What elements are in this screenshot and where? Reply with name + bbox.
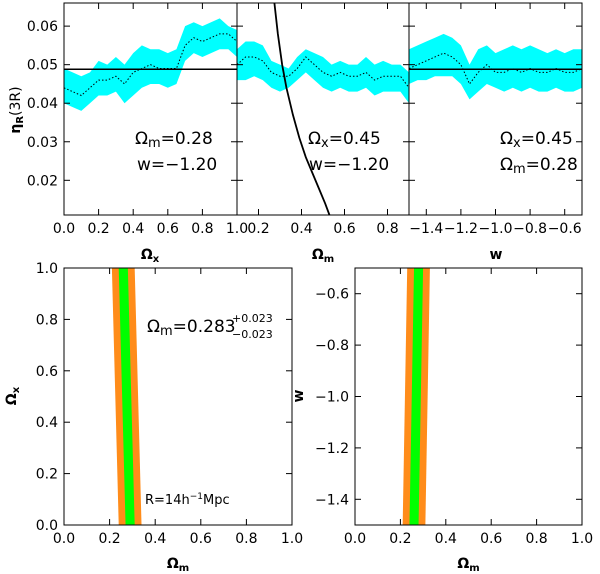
top2-reference-curve xyxy=(273,3,331,215)
scale-label: R=14h−1Mpc xyxy=(145,492,230,508)
y-tick-label: −0.8 xyxy=(315,338,349,354)
x-tick-label: 1.0 xyxy=(281,531,303,547)
y-tick-label: 0.8 xyxy=(36,312,58,328)
x-tick-label: 0.8 xyxy=(525,531,547,547)
x-tick-label: 0.6 xyxy=(190,531,212,547)
y-tick-label: 0.06 xyxy=(27,19,58,35)
bottom2-frame xyxy=(354,267,583,526)
top2-annot1: Ωx=0.45 xyxy=(308,129,381,151)
x-tick-label: 0.4 xyxy=(290,221,312,237)
top-ylabel: ηR(3R) xyxy=(8,86,26,133)
bottom1-ylabel: Ωx xyxy=(4,386,22,405)
x-tick-label: 0.8 xyxy=(191,221,213,237)
top2-annotations: Ωx=0.45 w=−1.20 xyxy=(308,129,389,175)
y-tick-label: 0.4 xyxy=(36,415,58,431)
y-tick-label: 0.03 xyxy=(27,135,58,151)
x-tick-label: 0.2 xyxy=(98,531,120,547)
panel-bottom-omega-m-w: 0.0 0.2 0.4 0.6 0.8 1.0 −1.4 −1.2 −1.0 −0.8 −0.6 Ωm… xyxy=(291,267,593,574)
y-tick-label: 1.0 xyxy=(36,261,58,277)
y-tick-label: 0.05 xyxy=(27,58,58,74)
panel-top-w: −1.4 −1.2 −1.0 −0.8 −0.6 w xyxy=(408,2,583,263)
x-tick-label: 0.6 xyxy=(333,221,355,237)
bottom2-xlabel: Ωm xyxy=(457,556,479,574)
y-tick-label: −1.2 xyxy=(315,441,349,457)
top1-annot1: Ωm=0.28 xyxy=(135,129,213,151)
x-tick-label: −0.6 xyxy=(548,221,582,237)
x-tick-label: −1.0 xyxy=(479,221,513,237)
x-tick-label: 0.8 xyxy=(235,531,257,547)
top3-annot1: Ωx=0.45 xyxy=(500,129,573,151)
y-tick-label: 0.04 xyxy=(27,96,58,112)
bottom1-annotations: Ωm=0.283 +0.023 −0.023 R=14h−1Mpc xyxy=(145,312,273,508)
x-tick-label: 1.0 xyxy=(571,531,593,547)
top1-annot2: w=−1.20 xyxy=(137,155,217,175)
panel-bottom-omega-m-omega-x: 0.0 0.2 0.4 0.6 0.8 1.0 0.0 0.2 0.4 0.6 0.8 1.0 Ωm Ωx xyxy=(4,261,303,574)
x-tick-label: 0.4 xyxy=(144,531,166,547)
best-fit-plus: +0.023 xyxy=(232,312,273,325)
x-tick-label: 0.2 xyxy=(389,531,411,547)
top3-annotations: Ωx=0.45 Ωm=0.28 xyxy=(500,129,578,177)
x-tick-label: 0.0 xyxy=(344,531,366,547)
x-tick-label: 0.4 xyxy=(122,221,144,237)
x-tick-label: −0.8 xyxy=(513,221,547,237)
best-fit-minus: −0.023 xyxy=(232,328,273,341)
x-tick-label: 0.0 xyxy=(53,221,75,237)
x-tick-label: 0.2 xyxy=(87,221,109,237)
bottom1-inner-contour xyxy=(118,268,135,525)
x-tick-label: 0.4 xyxy=(435,531,457,547)
top1-mean-line xyxy=(63,33,238,97)
y-tick-label: 0.02 xyxy=(27,173,58,189)
top2-error-band xyxy=(237,41,409,104)
top3-error-band xyxy=(409,33,582,100)
top1-annotations: Ωm=0.28 w=−1.20 xyxy=(135,129,217,175)
top2-mean-line xyxy=(236,56,410,89)
panel-top-omega-x: 0.0 0.2 0.4 0.6 0.8 1.0 0.02 0.03 0.04 0.05 0.06 Ωx… xyxy=(8,2,248,265)
bottom1-xlabel: Ωm xyxy=(167,556,189,574)
y-tick-label: 0.2 xyxy=(36,467,58,483)
y-tick-label: −0.6 xyxy=(315,287,349,303)
x-tick-label: 1.0 xyxy=(226,221,248,237)
bottom1-frame xyxy=(63,267,293,526)
top3-frame xyxy=(408,2,583,216)
y-tick-label: −1.0 xyxy=(315,390,349,406)
bottom2-inner-contour xyxy=(409,268,424,525)
bottom2-ylabel: w xyxy=(291,389,307,402)
y-tick-label: 0.6 xyxy=(36,364,58,380)
top1-xlabel: Ωx xyxy=(141,247,160,265)
best-fit-label: Ωm=0.283 xyxy=(147,317,236,339)
x-tick-label: −1.2 xyxy=(444,221,478,237)
panel-top-omega-m: 0.2 0.4 0.6 0.8 Ωm xyxy=(236,2,410,265)
x-tick-label: 0.0 xyxy=(53,531,75,547)
top3-annot2: Ωm=0.28 xyxy=(500,155,578,177)
top3-xlabel: w xyxy=(490,247,503,263)
y-tick-label: −1.4 xyxy=(315,492,349,508)
x-tick-label: 0.6 xyxy=(480,531,502,547)
top2-frame xyxy=(236,2,410,216)
x-tick-label: 0.6 xyxy=(157,221,179,237)
top2-annot2: w=−1.20 xyxy=(309,155,389,175)
x-tick-label: −1.4 xyxy=(409,221,443,237)
x-tick-label: 0.2 xyxy=(247,221,269,237)
y-tick-label: 0.0 xyxy=(36,518,58,534)
x-tick-label: 0.8 xyxy=(376,221,398,237)
top2-xlabel: Ωm xyxy=(312,247,334,265)
